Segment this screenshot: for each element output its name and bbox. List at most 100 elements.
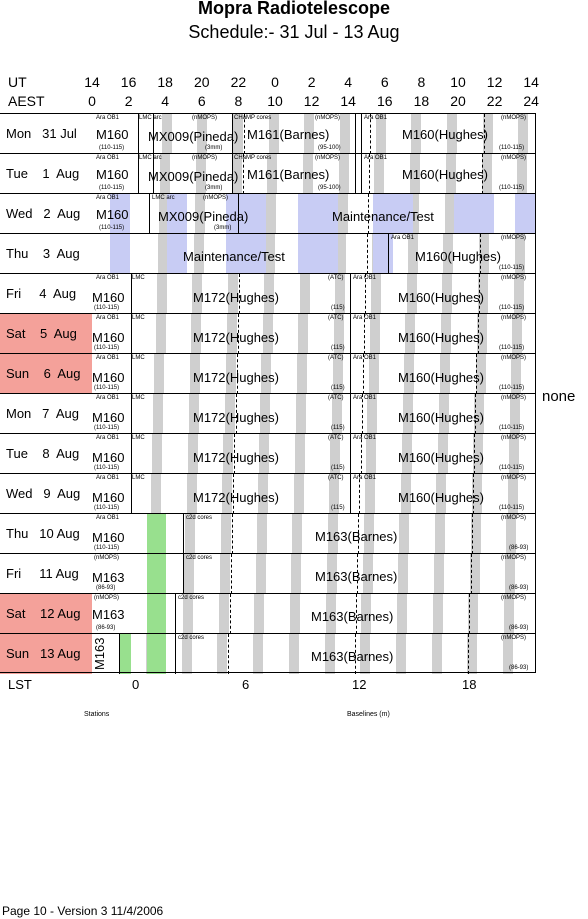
shade-band bbox=[219, 554, 230, 594]
maint-band bbox=[373, 194, 393, 234]
m163b-label: M163(Barnes) bbox=[311, 609, 394, 624]
page-footer: Page 10 - Version 3 11/4/2006 bbox=[2, 904, 164, 918]
divider bbox=[131, 354, 132, 394]
small-note: Ara OB1 bbox=[96, 315, 120, 321]
small-note: (nMOPS) bbox=[94, 595, 120, 601]
small-note: (ATC) bbox=[328, 355, 344, 361]
shade-band bbox=[290, 594, 300, 634]
mx009-label: MX009(Pineda) bbox=[158, 209, 249, 224]
shade-band bbox=[400, 474, 411, 514]
shade-band bbox=[435, 514, 446, 554]
shade-band bbox=[411, 114, 422, 154]
small-note: (nMOPS) bbox=[501, 635, 527, 641]
shade-band bbox=[436, 474, 447, 514]
small-note: c2d cores bbox=[186, 515, 213, 521]
small-note: (nMOPS) bbox=[501, 515, 527, 521]
small-note: (nMOPS) bbox=[501, 235, 527, 241]
shade-band bbox=[336, 234, 347, 274]
shade-band bbox=[410, 154, 421, 194]
m160h-label: M160(Hughes) bbox=[398, 330, 484, 345]
day-row: Mon 31 Jul Ara OB1 LMC arc (nMOPS) CHaMP cor… bbox=[0, 113, 536, 154]
shade-band bbox=[193, 234, 204, 274]
small-note: (110-115) bbox=[94, 545, 120, 551]
small-note: (115) bbox=[331, 465, 345, 471]
aest-tick: 24 bbox=[523, 93, 539, 109]
divider bbox=[131, 434, 132, 474]
maint-band bbox=[373, 234, 393, 274]
shade-band bbox=[432, 594, 443, 634]
day-row: Mon 7 Aug Ara OB1 LMC (ATC) Ara OB1 (nMOPS) M1… bbox=[0, 393, 536, 434]
small-note: (nMOPS) bbox=[94, 555, 120, 561]
lst-dash bbox=[472, 474, 474, 514]
shade-band bbox=[152, 434, 163, 474]
day-label: Sun 6 Aug bbox=[0, 354, 92, 394]
shade-band bbox=[471, 474, 482, 514]
small-note: (nMOPS) bbox=[203, 195, 229, 201]
day-label: Fri 11 Aug bbox=[6, 566, 79, 581]
shade-band bbox=[477, 274, 488, 314]
lst-dash bbox=[482, 154, 484, 194]
lst-dash bbox=[364, 314, 366, 354]
day-row: Thu 10 Aug c2d cores (nMOPS) (86-93) Ara OB1… bbox=[0, 513, 536, 554]
small-note: (nMOPS) bbox=[501, 435, 527, 441]
shade-band bbox=[268, 114, 279, 154]
aest-tick: 22 bbox=[486, 93, 503, 109]
day-row: Wed 2 Aug Ara OB1 LMC arc (nMOPS) M160 MX009(… bbox=[0, 193, 536, 234]
small-note: (nMOPS) bbox=[192, 155, 218, 161]
lst-dash bbox=[474, 434, 476, 474]
shade-band bbox=[232, 114, 243, 154]
small-note: Ara OB1 bbox=[96, 195, 120, 201]
divider bbox=[153, 154, 154, 194]
m160-label: M160 bbox=[96, 127, 129, 142]
shade-band bbox=[517, 154, 528, 194]
day-row: Fri 11 Aug c2d cores (nMOPS) (86-93) (nMOPS)… bbox=[0, 553, 536, 594]
aest-tick: 10 bbox=[267, 93, 283, 109]
page-subtitle: Schedule:- 31 Jul - 13 Aug bbox=[188, 22, 400, 42]
small-note: (86-93) bbox=[96, 585, 116, 591]
shade-band bbox=[160, 154, 171, 194]
m160-label: M160 bbox=[92, 370, 125, 385]
lst-tick-0: 0 bbox=[132, 677, 140, 692]
m160-label: M160 bbox=[92, 450, 125, 465]
small-note: (110-115) bbox=[94, 345, 120, 351]
small-note: LMC arc bbox=[139, 155, 162, 161]
divider bbox=[131, 314, 132, 354]
day-row: Sat 12 Aug c2d cores (nMOPS) (86-93) (nMOPS)… bbox=[0, 593, 536, 634]
day-row: Fri 4 Aug Ara OB1 LMC (ATC) Ara OB1 (nMOPS) M1… bbox=[0, 273, 536, 314]
small-note: (nMOPS) bbox=[501, 355, 527, 361]
divider bbox=[388, 234, 389, 274]
day-row: Wed 9 Aug Ara OB1 LMC (ATC) Ara OB1 (nMOPS) M1… bbox=[0, 473, 536, 514]
small-note: (115) bbox=[331, 345, 345, 351]
maint-band bbox=[454, 194, 474, 234]
shade-band bbox=[194, 194, 205, 234]
none-label: none bbox=[542, 388, 576, 405]
shade-band bbox=[370, 274, 381, 314]
maint-band bbox=[110, 194, 130, 234]
divider bbox=[175, 594, 176, 634]
shade-band bbox=[514, 234, 525, 274]
shade-band bbox=[181, 634, 192, 674]
shade-band bbox=[256, 514, 267, 554]
maint-band bbox=[318, 234, 338, 274]
shade-band bbox=[217, 634, 228, 674]
shade-band bbox=[329, 474, 340, 514]
shade-band bbox=[187, 434, 198, 474]
maint-band bbox=[515, 194, 535, 234]
day-label: Tue 8 Aug bbox=[6, 446, 80, 461]
small-note: Ara OB1 bbox=[96, 515, 120, 521]
day-row: Tue 8 Aug Ara OB1 LMC (ATC) Ara OB1 (nMOPS) M1… bbox=[0, 433, 536, 474]
shade-band bbox=[431, 634, 442, 674]
lst-dash bbox=[368, 154, 370, 194]
small-note: (86-93) bbox=[509, 625, 529, 631]
stations-label: Stations bbox=[84, 711, 110, 718]
shade-band bbox=[439, 354, 450, 394]
small-note: Ara OB1 bbox=[96, 115, 120, 121]
m160h-label: M160(Hughes) bbox=[398, 370, 484, 385]
small-note: Ara OB1 bbox=[353, 315, 377, 321]
shade-band bbox=[157, 234, 168, 274]
shade-band bbox=[437, 434, 448, 474]
ut-tick: 14 bbox=[84, 74, 100, 90]
small-note: (110-115) bbox=[499, 425, 525, 431]
shade-band bbox=[510, 394, 521, 434]
shade-band bbox=[262, 314, 273, 354]
